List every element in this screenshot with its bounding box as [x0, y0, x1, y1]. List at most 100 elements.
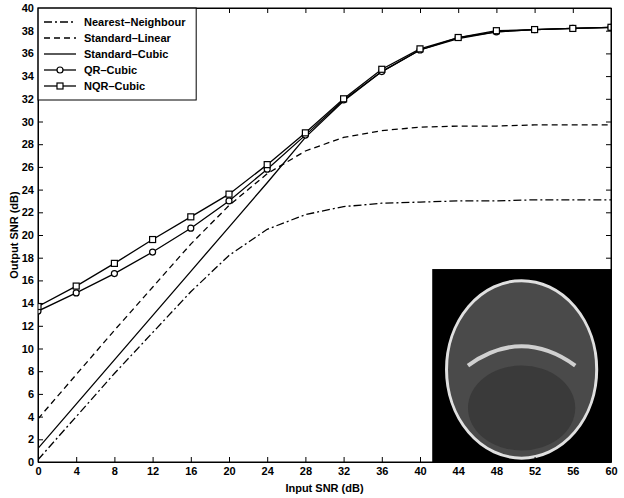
- tick: 14: [22, 297, 43, 309]
- tick-mark: [606, 303, 611, 304]
- tick-label: 6: [28, 388, 34, 400]
- tick: 36: [376, 457, 388, 477]
- tick-mark: [606, 167, 611, 168]
- tick-label: 4: [28, 411, 35, 423]
- series-marker: [73, 283, 79, 289]
- tick: [606, 76, 611, 77]
- tick-label: 60: [605, 465, 617, 477]
- tick: [606, 371, 611, 372]
- series-marker: [379, 66, 385, 72]
- tick: 44: [453, 457, 466, 477]
- tick: [606, 394, 611, 395]
- tick: 2: [28, 433, 43, 445]
- tick: [267, 8, 268, 13]
- tick-mark: [606, 280, 611, 281]
- tick-mark: [606, 53, 611, 54]
- plot: 0481216202428323640444852566002468101214…: [22, 2, 618, 477]
- tick-mark: [344, 457, 345, 462]
- tick-label: 44: [453, 465, 466, 477]
- tick-label: 28: [300, 465, 312, 477]
- tick-label: 34: [22, 70, 35, 82]
- tick-label: 0: [28, 456, 34, 468]
- tick-label: 12: [22, 320, 34, 332]
- tick-mark: [38, 280, 43, 281]
- tick: [573, 8, 574, 13]
- tick-label: 28: [22, 138, 34, 150]
- tick: [229, 8, 230, 13]
- tick: 48: [491, 457, 503, 477]
- tick-mark: [38, 235, 43, 236]
- tick-label: 8: [28, 365, 34, 377]
- legend-label: NQR–Cubic: [84, 80, 145, 92]
- tick-mark: [496, 8, 497, 13]
- tick-mark: [38, 439, 43, 440]
- tick: [305, 8, 306, 13]
- tick-label: 2: [28, 433, 34, 445]
- series-marker: [532, 27, 538, 33]
- tick: 6: [28, 388, 43, 400]
- series-marker: [417, 46, 423, 52]
- tick-mark: [606, 144, 611, 145]
- tick-label: 38: [22, 25, 34, 37]
- tick: [606, 53, 611, 54]
- tick-mark: [153, 457, 154, 462]
- series-marker: [302, 130, 308, 136]
- tick-label: 36: [376, 465, 388, 477]
- tick: 20: [22, 229, 43, 241]
- tick: 8: [28, 365, 43, 377]
- tick-mark: [458, 457, 459, 462]
- tick-mark: [458, 8, 459, 13]
- tick-label: 4: [74, 465, 81, 477]
- tick-mark: [38, 190, 43, 191]
- tick-label: 0: [35, 465, 41, 477]
- tick-mark: [38, 144, 43, 145]
- tick-mark: [606, 326, 611, 327]
- tick-mark: [606, 258, 611, 259]
- tick-label: 30: [22, 116, 34, 128]
- tick-mark: [606, 235, 611, 236]
- series-marker: [264, 162, 270, 168]
- tick: [606, 122, 611, 123]
- tick-label: 24: [262, 465, 275, 477]
- tick-mark: [420, 8, 421, 13]
- tick: [344, 8, 345, 13]
- tick: 22: [22, 206, 43, 218]
- series-line: [38, 27, 611, 448]
- tick: [606, 326, 611, 327]
- tick-mark: [606, 439, 611, 440]
- tick-mark: [535, 8, 536, 13]
- tick-label: 52: [529, 465, 541, 477]
- tick-label: 22: [22, 206, 34, 218]
- tick-mark: [38, 371, 43, 372]
- series-marker: [150, 237, 156, 243]
- tick-mark: [606, 122, 611, 123]
- tick-label: 36: [22, 47, 34, 59]
- tick-mark: [344, 8, 345, 13]
- tick-mark: [573, 457, 574, 462]
- tick: 4: [74, 457, 81, 477]
- tick-mark: [305, 457, 306, 462]
- inset-skull: [447, 281, 597, 459]
- tick-mark: [38, 258, 43, 259]
- legend-label: Standard–Linear: [84, 32, 172, 44]
- series-marker: [493, 28, 499, 34]
- tick-mark: [38, 326, 43, 327]
- tick-mark: [267, 457, 268, 462]
- tick: 24: [22, 184, 43, 196]
- tick-mark: [496, 457, 497, 462]
- legend-sample: [44, 21, 76, 22]
- tick-mark: [382, 8, 383, 13]
- tick: 20: [223, 457, 235, 477]
- series-marker: [341, 96, 347, 102]
- tick: [606, 235, 611, 236]
- legend: Nearest–NeighbourStandard–LinearStandard…: [38, 8, 196, 100]
- tick-label: 40: [414, 465, 426, 477]
- tick-label: 40: [22, 2, 34, 14]
- plot-background: [38, 8, 611, 462]
- legend-label: Nearest–Neighbour: [84, 16, 186, 28]
- legend-marker: [57, 67, 63, 73]
- tick-mark: [606, 76, 611, 77]
- tick-mark: [606, 212, 611, 213]
- plot-frame: [38, 8, 611, 462]
- tick: 12: [22, 320, 43, 332]
